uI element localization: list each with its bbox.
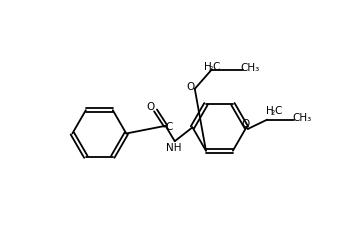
Text: O: O xyxy=(241,119,250,129)
Text: C: C xyxy=(165,122,172,132)
Text: 2: 2 xyxy=(270,111,275,116)
Text: O: O xyxy=(186,81,194,91)
Text: H: H xyxy=(266,106,273,116)
Text: CH₃: CH₃ xyxy=(240,63,260,73)
Text: 2: 2 xyxy=(209,66,213,72)
Text: O: O xyxy=(146,101,154,111)
Text: CH₃: CH₃ xyxy=(292,113,311,123)
Text: C: C xyxy=(274,106,281,116)
Text: NH: NH xyxy=(166,143,182,153)
Text: C: C xyxy=(213,62,220,72)
Text: H: H xyxy=(204,62,212,72)
